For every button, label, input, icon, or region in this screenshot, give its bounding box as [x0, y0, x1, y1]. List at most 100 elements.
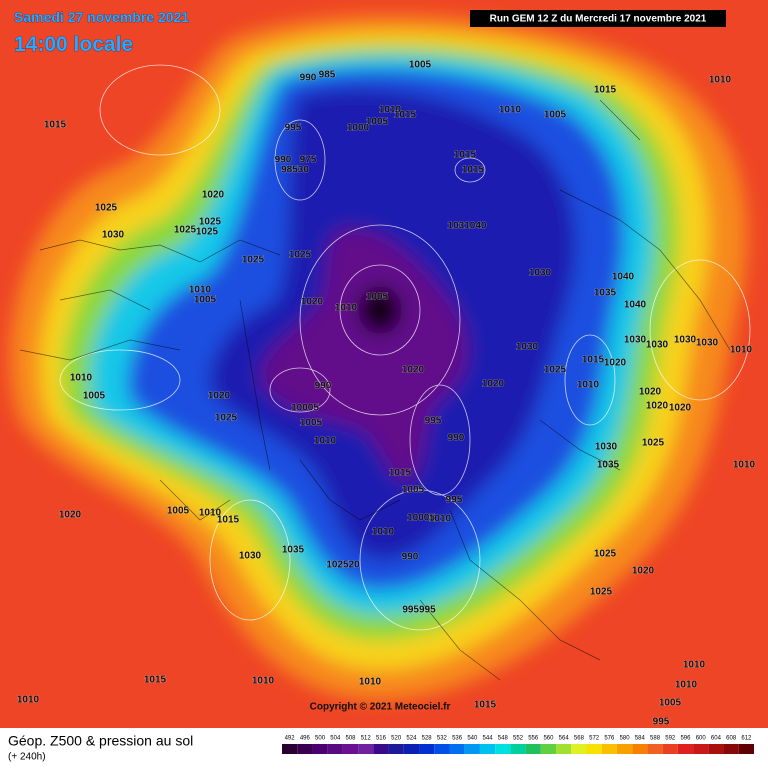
isobar-label: 995	[653, 717, 670, 728]
scale-label: 508	[346, 736, 357, 742]
isobar-label: 1025	[544, 365, 567, 376]
run-info: Run GEM 12 Z du Mercredi 17 novembre 202…	[490, 14, 707, 25]
isobar-label: 1005	[300, 418, 323, 429]
isobar-label: 995	[446, 495, 463, 506]
isobar-label: 1030	[529, 268, 552, 279]
isobar-label: 1010	[189, 285, 212, 296]
isobar-label: 1015	[594, 85, 617, 96]
isobar-label: 1010	[379, 105, 402, 116]
isobar-label: 1015	[389, 468, 412, 479]
scale-swatch	[358, 744, 374, 754]
scale-swatch	[282, 744, 298, 754]
isobar-label: 1015	[44, 120, 67, 131]
isobar-label: 1005	[366, 292, 389, 303]
scale-swatch	[540, 744, 557, 754]
scale-label: 544	[483, 736, 494, 742]
scale-swatch	[708, 744, 724, 754]
isobar-label: 1020	[301, 297, 324, 308]
copyright: Copyright © 2021 Meteociel.fr	[310, 702, 451, 713]
isobar-label: 1020	[604, 358, 627, 369]
scale-label: 596	[680, 736, 691, 742]
scale-label: 496	[300, 736, 311, 742]
isobar-label: 1005	[402, 485, 425, 496]
isobar-label: 1025	[199, 217, 222, 228]
date: Samedi 27 novembre 2021	[14, 9, 189, 25]
isobar-label: 1020	[59, 510, 82, 521]
isobar-label: 995	[285, 123, 302, 134]
isobar-label: 1010	[314, 436, 337, 447]
scale-swatch	[388, 744, 404, 754]
isobar-label: 1030	[102, 230, 125, 241]
isobar-label: 1020	[632, 566, 655, 577]
isobar-label: 1035	[594, 288, 617, 299]
scale-swatch	[616, 744, 633, 754]
isobar-label: 1020	[639, 387, 662, 398]
isobar-label: 1005	[544, 110, 567, 121]
isobar-label: 1020	[646, 401, 669, 412]
scale-label: 520	[391, 736, 402, 742]
scale-swatch	[297, 744, 313, 754]
scale-swatch	[373, 744, 389, 754]
isobar-label: 1025	[289, 250, 312, 261]
isobar-label: 1010	[499, 105, 522, 116]
scale-swatch	[677, 744, 694, 754]
scale-label: 592	[665, 736, 676, 742]
isobar-label: 1040	[624, 300, 647, 311]
isobar-label: 1010	[17, 695, 40, 706]
scale-swatch	[419, 744, 435, 754]
scale-swatch	[556, 744, 572, 754]
scale-swatch	[403, 744, 420, 754]
scale-swatch	[723, 744, 739, 754]
scale-swatch	[525, 744, 541, 754]
isobar-label: 98530	[281, 165, 309, 176]
scale-label: 584	[635, 736, 646, 742]
isobar-label: 990	[315, 381, 332, 392]
isobar-label: 1010	[335, 303, 358, 314]
isobar-label: 1025	[95, 203, 118, 214]
field	[0, 0, 768, 728]
scale-swatch	[464, 744, 480, 754]
isobar-label: 985	[319, 70, 336, 81]
scale-swatch	[662, 744, 678, 754]
isobar-label: 1040	[612, 272, 635, 283]
isobar-label: 1000	[347, 123, 370, 134]
scale-label: 588	[650, 736, 661, 742]
scale-label: 492	[285, 736, 296, 742]
isobar-label: 1015	[462, 165, 485, 176]
isobar-label: 1005	[659, 698, 682, 709]
isobar-label: 1010	[372, 527, 395, 538]
isobar-label: 1020	[402, 365, 425, 376]
isobar-label: 1030	[624, 335, 647, 346]
scale-swatch	[586, 744, 602, 754]
isobar-label: 1015	[474, 700, 497, 711]
isobar-label: 1025	[215, 413, 238, 424]
scale-label: 560	[543, 736, 554, 742]
isobar-label: 990	[300, 73, 317, 84]
isobar-label: 1010	[675, 680, 698, 691]
scale-label: 548	[498, 736, 509, 742]
isobar-label: 1025	[590, 587, 613, 598]
isobar-label: 1030	[696, 338, 719, 349]
color-scale: 492 496 500 504 508 512 516 520 524 528 532 536 540 5…	[282, 736, 754, 754]
isobar-label: 1010	[359, 677, 382, 688]
isobar-label: 1005	[194, 295, 217, 306]
isobar-label: 1015	[217, 515, 240, 526]
isobar-label: 1010	[709, 75, 732, 86]
scale-label: 556	[528, 736, 539, 742]
isobar-label: 1010	[252, 676, 275, 687]
scale-swatch	[647, 744, 663, 754]
isobar-label: 10005	[407, 513, 435, 524]
scale-label: 504	[330, 736, 341, 742]
isobar-label: 1005	[409, 60, 432, 71]
scale-label: 536	[452, 736, 463, 742]
isobar-label: 1005	[167, 506, 190, 517]
scale-label: 524	[406, 736, 417, 742]
isobar-label: 1015	[144, 675, 167, 686]
isobar-label: 1010	[429, 514, 452, 525]
isobar-label: 990	[402, 552, 419, 563]
scale-swatch	[434, 744, 450, 754]
isobar-label: 10005	[291, 403, 319, 414]
